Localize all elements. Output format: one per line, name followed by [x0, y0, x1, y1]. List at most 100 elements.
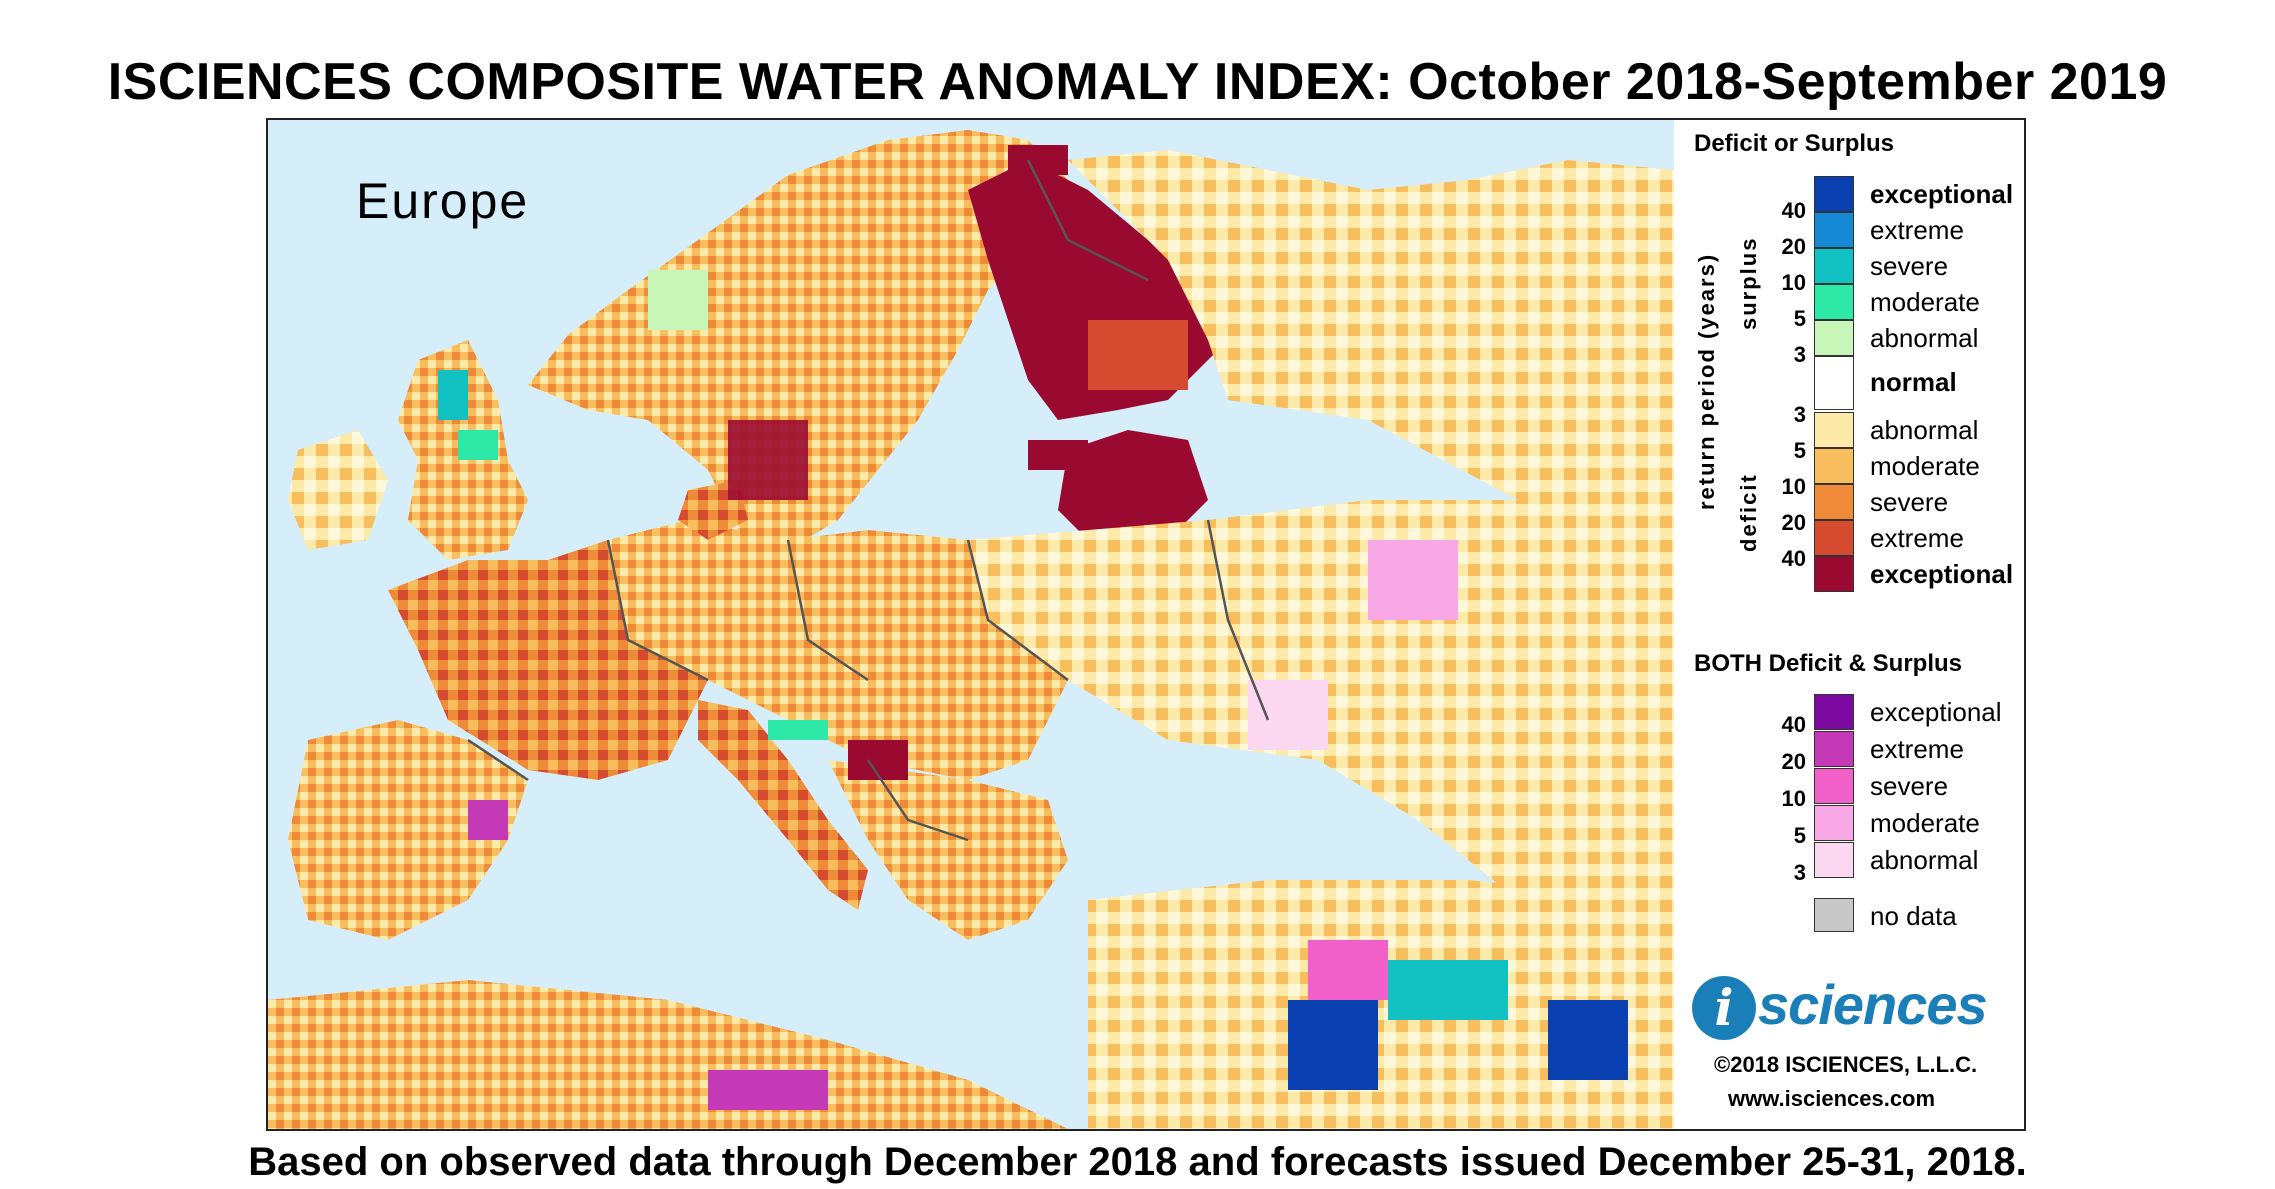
border-line-5	[1026, 159, 1149, 282]
both-label-moderate: moderate	[1870, 808, 1980, 838]
border-line-7	[866, 759, 969, 842]
deficit-label-severe: severe	[1870, 487, 1949, 517]
deficit-swatch-exceptional	[1814, 556, 1854, 592]
copyright: ©2018 ISCIENCES, L.L.C.	[1714, 1052, 1978, 1077]
europe-map: Europe	[268, 120, 1674, 1129]
deficit-label-abnormal: abnormal	[1870, 415, 1979, 445]
deficit-swatch-abnormal	[1814, 412, 1854, 448]
both-swatch-extreme	[1814, 731, 1854, 767]
surplus-label-abnormal: abnormal	[1870, 323, 1979, 353]
surplus-tick-0: 40	[1781, 198, 1806, 223]
surplus-swatch-severe	[1814, 248, 1854, 284]
deficit-axis-label: deficit	[1736, 473, 1761, 552]
isciences-logo: i sciences	[1692, 970, 2022, 1050]
deficit-tick-1: 5	[1793, 438, 1806, 463]
land-balkans	[828, 760, 1068, 940]
border-line-2	[606, 539, 709, 682]
land-italy	[698, 700, 868, 910]
surplus-swatch-abnormal	[1814, 320, 1854, 356]
land-ireland	[288, 430, 388, 550]
surplus-axis-label: surplus	[1736, 236, 1761, 330]
both-swatch-exceptional	[1814, 694, 1854, 730]
patch-finland-extreme	[1088, 320, 1188, 390]
both-label-exceptional: exceptional	[1870, 697, 2002, 727]
border-line-6	[467, 738, 529, 782]
both-swatch-abnormal	[1814, 842, 1854, 878]
patch-uk-severe-surplus	[438, 370, 468, 420]
patch-uk-moderate-surplus	[458, 430, 498, 460]
patch-russia-abnormal-both	[1248, 680, 1328, 750]
patch-russia-moderate-both	[1368, 540, 1458, 620]
logo-text: sciences	[1758, 973, 1988, 1036]
surplus-label-moderate: moderate	[1870, 287, 1980, 317]
return-period-label: return period (years)	[1694, 252, 1719, 510]
both-label-extreme: extreme	[1870, 734, 1964, 764]
surplus-tick-1: 20	[1781, 234, 1806, 259]
map-subtitle: Based on observed data through December …	[248, 1140, 2027, 1184]
surplus-label-extreme: extreme	[1870, 215, 1964, 245]
both-tick-2: 10	[1781, 786, 1806, 811]
logo-i: i	[1692, 976, 1756, 1040]
both-swatch-severe	[1814, 768, 1854, 804]
land-central-europe	[608, 520, 1068, 780]
land-russia-north	[1068, 150, 1674, 500]
patch-turkey-severe-both	[1308, 940, 1388, 1000]
surplus-tick-2: 10	[1781, 270, 1806, 295]
land-turkey	[1088, 880, 1674, 1129]
land-iberia	[288, 720, 528, 940]
both-tick-1: 20	[1781, 749, 1806, 774]
surplus-label-severe: severe	[1870, 251, 1949, 281]
map-canvas	[268, 130, 1674, 1129]
deficit-swatch-severe	[1814, 484, 1854, 520]
legend: Deficit or Surplus return period (years)…	[1674, 120, 2024, 1129]
land-baltics	[1058, 430, 1208, 540]
patch-sweden-exceptional	[728, 420, 808, 500]
legend-heading-both: BOTH Deficit & Surplus	[1694, 650, 1963, 677]
deficit-swatch-extreme	[1814, 520, 1854, 556]
map-title: ISCIENCES COMPOSITE WATER ANOMALY INDEX:…	[107, 53, 2168, 111]
legend-heading-deficit-surplus: Deficit or Surplus	[1694, 130, 1895, 157]
surplus-label-exceptional: exceptional	[1870, 179, 2014, 209]
deficit-tick-4: 40	[1781, 546, 1806, 571]
deficit-label-exceptional: exceptional	[1870, 559, 2014, 589]
figure-frame: Europe Deficit or Surplus return period …	[266, 118, 2026, 1131]
land-france	[388, 540, 708, 780]
patch-turkey-severe-surplus	[1388, 960, 1508, 1020]
patch-africa-extreme-both	[708, 1070, 828, 1110]
surplus-swatch-exceptional	[1814, 176, 1854, 212]
patch-syria-exceptional-surplus	[1548, 1000, 1628, 1080]
surplus-swatch-moderate	[1814, 284, 1854, 320]
both-tick-0: 40	[1781, 712, 1806, 737]
border-line-4	[1206, 519, 1270, 721]
surplus-tick-4: 3	[1793, 342, 1806, 367]
land-north-africa	[268, 980, 1068, 1129]
patch-austria-moderate-surplus	[768, 720, 828, 740]
website-url: www.isciences.com	[1728, 1086, 1936, 1111]
deficit-label-moderate: moderate	[1870, 451, 1980, 481]
surplus-tick-3: 5	[1793, 306, 1806, 331]
normal-label: normal	[1870, 367, 1957, 397]
region-label: Europe	[356, 173, 530, 229]
deficit-swatch-moderate	[1814, 448, 1854, 484]
patch-spain-severe-both	[468, 800, 508, 840]
patch-turkey-exceptional-surplus	[1288, 1000, 1378, 1090]
patch-norway-abnormal-surplus	[648, 270, 708, 330]
both-label-abnormal: abnormal	[1870, 845, 1979, 875]
deficit-tick-0: 3	[1793, 402, 1806, 427]
both-tick-4: 3	[1793, 860, 1806, 885]
nodata-label: no data	[1870, 901, 1957, 931]
country-borders	[467, 159, 1270, 842]
patch-norway-north-exceptional	[1008, 145, 1068, 175]
both-swatch-moderate	[1814, 805, 1854, 841]
deficit-tick-2: 10	[1781, 474, 1806, 499]
border-line-1	[966, 539, 1069, 681]
patch-estonia-exceptional	[1028, 440, 1088, 470]
normal-swatch	[1814, 356, 1854, 410]
both-tick-3: 5	[1793, 823, 1806, 848]
both-label-severe: severe	[1870, 771, 1949, 801]
deficit-tick-3: 20	[1781, 510, 1806, 535]
land-scandinavia	[528, 130, 1068, 550]
nodata-swatch	[1814, 898, 1854, 932]
deficit-label-extreme: extreme	[1870, 523, 1964, 553]
surplus-swatch-extreme	[1814, 212, 1854, 248]
